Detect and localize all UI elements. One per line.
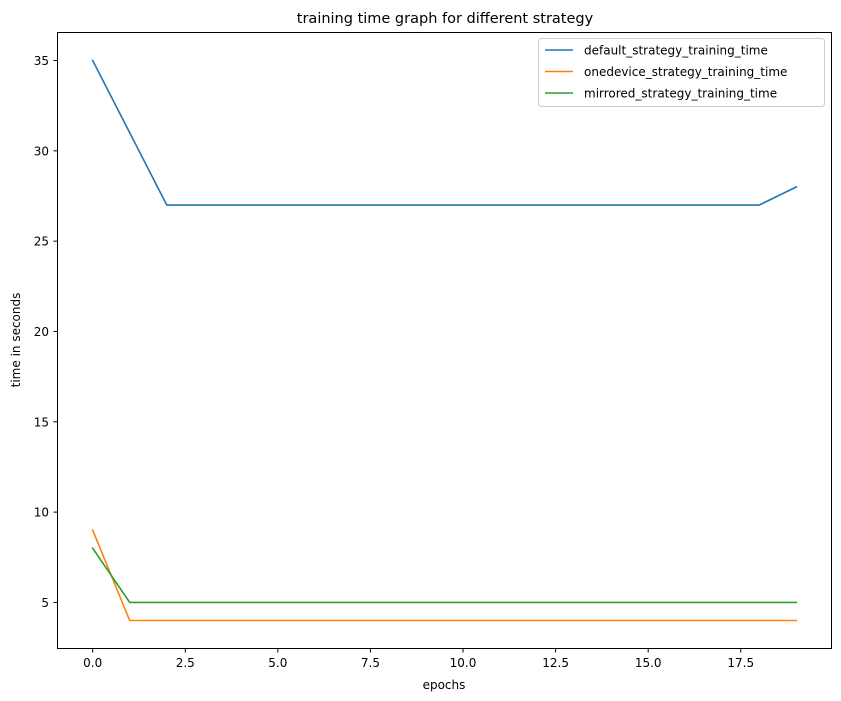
legend-box <box>538 38 825 107</box>
y-tick-label: 30 <box>34 144 49 158</box>
x-tick-label: 7.5 <box>361 656 380 670</box>
legend: default_strategy_training_time onedevice_… <box>538 38 825 107</box>
x-axis: 0.0 2.5 5.0 7.5 10.0 12.5 15.0 17.5 <box>83 648 754 670</box>
x-tick-label: 10.0 <box>450 656 477 670</box>
chart-title: training time graph for different strate… <box>297 11 594 27</box>
y-tick-label: 35 <box>34 54 49 68</box>
legend-label-2: onedevice_strategy_training_time <box>584 65 787 79</box>
x-tick-label: 12.5 <box>542 656 569 670</box>
y-tick-label: 20 <box>34 325 49 339</box>
x-tick-label: 2.5 <box>176 656 195 670</box>
legend-label-3: mirrored_strategy_training_time <box>584 87 777 101</box>
x-tick-label: 5.0 <box>268 656 287 670</box>
x-tick-label: 17.5 <box>727 656 754 670</box>
series-line-2 <box>91 529 798 622</box>
y-axis-label: time in seconds <box>9 293 23 388</box>
y-axis: 5 10 15 20 25 30 35 <box>34 54 58 610</box>
series-line-1 <box>91 59 798 206</box>
y-tick-label: 10 <box>34 506 49 520</box>
series-line-3 <box>91 547 798 604</box>
x-axis-label: epochs <box>423 678 466 692</box>
legend-label-1: default_strategy_training_time <box>584 44 768 58</box>
y-tick-label: 25 <box>34 235 49 249</box>
y-tick-label: 5 <box>41 596 49 610</box>
y-tick-label: 15 <box>34 415 49 429</box>
x-tick-label: 15.0 <box>635 656 662 670</box>
x-tick-label: 0.0 <box>83 656 102 670</box>
axes-frame <box>57 32 832 649</box>
plot-area <box>91 59 798 622</box>
